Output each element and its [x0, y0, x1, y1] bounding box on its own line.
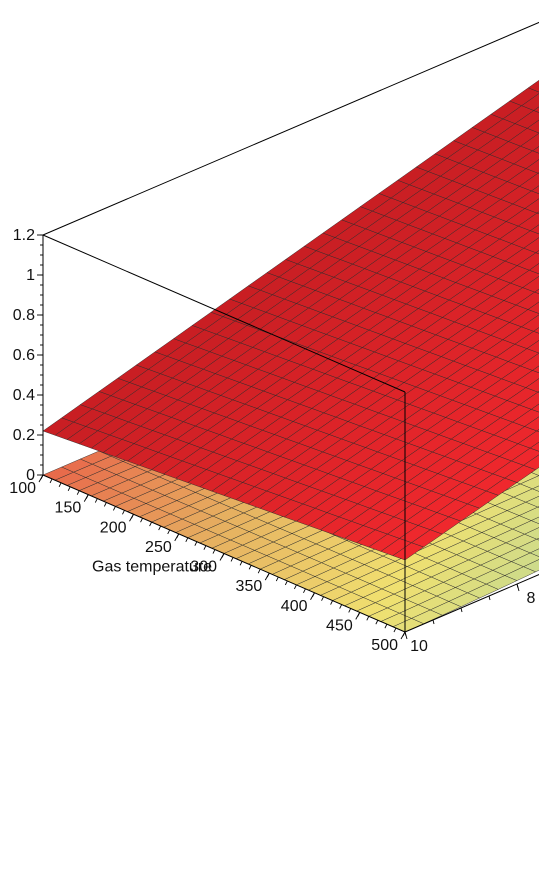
x-minor-tick — [257, 568, 261, 574]
x-minor-tick — [357, 612, 361, 617]
z-tick-label: 0.6 — [13, 347, 35, 364]
frame-edge — [42, 234, 406, 393]
x-tick-label: 300 — [190, 559, 217, 576]
x-minor-tick — [58, 482, 62, 488]
x-minor-tick — [67, 486, 71, 491]
y-minor-tick — [432, 619, 435, 625]
z-tick-label: 0.2 — [13, 427, 35, 444]
y-minor-tick — [516, 583, 519, 589]
surface-patch — [533, 106, 539, 113]
x-minor-tick — [303, 588, 306, 594]
z-tick-label: 1.2 — [13, 227, 35, 244]
x-minor-tick — [131, 514, 134, 519]
surface-patch — [529, 224, 539, 235]
y-minor-tick — [404, 631, 407, 637]
x-minor-tick — [266, 572, 270, 578]
x-tick-label: 150 — [55, 500, 82, 517]
x-tick-label: 400 — [281, 598, 308, 615]
x-minor-tick — [103, 502, 107, 507]
x-minor-tick — [248, 565, 252, 570]
frame-edge — [42, 21, 539, 236]
x-minor-tick — [239, 561, 243, 566]
surfaces — [42, 79, 539, 633]
x-minor-tick — [112, 506, 116, 511]
x-minor-tick — [402, 631, 406, 637]
x-minor-tick — [40, 474, 44, 480]
x-minor-tick — [348, 608, 352, 613]
x-axis: 100 150 200 250 300 350 400 450 500 — [9, 474, 406, 654]
surface-patch — [536, 537, 539, 541]
x-minor-tick — [375, 620, 379, 625]
z-tick-label: 0.4 — [13, 387, 35, 404]
surface-patch — [535, 250, 539, 255]
z-tick-label: 0.8 — [13, 307, 35, 324]
x-minor-tick — [140, 517, 143, 523]
surface-patch — [533, 327, 539, 334]
x-minor-tick — [149, 521, 153, 527]
y-minor-tick — [460, 607, 463, 613]
surface-patch — [529, 441, 539, 452]
x-minor-tick — [366, 616, 370, 621]
x-minor-tick — [284, 580, 288, 586]
frame-edge — [404, 574, 539, 633]
surface-patch — [526, 340, 539, 354]
surface-patch — [523, 454, 539, 470]
x-minor-tick — [94, 498, 98, 503]
x-minor-tick — [194, 541, 198, 546]
y-tick-label: 8 — [527, 590, 536, 607]
x-minor-tick — [49, 478, 53, 484]
surface-patch — [529, 548, 539, 557]
x-minor-tick — [393, 627, 397, 633]
x-minor-tick — [275, 576, 279, 582]
x-minor-tick — [384, 623, 388, 629]
surface-patch — [527, 79, 539, 93]
x-tick-label: 450 — [326, 617, 353, 634]
x-minor-tick — [312, 592, 315, 597]
x-tick-label: 200 — [100, 519, 127, 536]
z-axis: 0 0.2 0.4 0.6 0.8 1 1.2 — [13, 227, 43, 484]
x-minor-tick — [203, 545, 207, 550]
x-tick-label: 500 — [371, 637, 398, 654]
x-minor-tick — [176, 533, 180, 539]
x-axis-title: Gas temperature — [92, 559, 212, 576]
x-minor-tick — [293, 584, 297, 590]
surface-patch — [530, 403, 539, 413]
x-tick-label: 100 — [9, 480, 36, 497]
surface-patch — [531, 185, 539, 194]
upper-surface — [42, 79, 539, 561]
x-minor-tick — [76, 490, 80, 495]
x-minor-tick — [212, 549, 216, 554]
x-minor-tick — [221, 553, 225, 558]
y-minor-tick — [488, 595, 491, 601]
surface-patch — [536, 429, 539, 432]
y-axis: 8 10 — [404, 583, 536, 655]
z-tick-label: 1 — [26, 267, 35, 284]
x-minor-tick — [339, 604, 343, 609]
surface-patch — [527, 301, 539, 314]
x-tick-label: 350 — [236, 578, 263, 595]
x-minor-tick — [167, 529, 171, 535]
x-minor-tick — [158, 525, 162, 531]
z-tick-label: 0 — [26, 467, 35, 484]
surface-patch — [523, 559, 539, 573]
x-minor-tick — [122, 510, 125, 515]
surface-patch — [534, 288, 539, 294]
x-minor-tick — [230, 557, 234, 562]
surface-patch — [528, 263, 539, 275]
x-minor-tick — [321, 596, 324, 601]
x-minor-tick — [185, 537, 189, 543]
surface-patch — [530, 516, 539, 524]
x-tick-label: 250 — [145, 539, 172, 556]
x-minor-tick — [85, 494, 89, 499]
surface-patch — [526, 119, 539, 134]
x-minor-tick — [330, 600, 334, 605]
y-tick-label: 10 — [410, 638, 428, 655]
